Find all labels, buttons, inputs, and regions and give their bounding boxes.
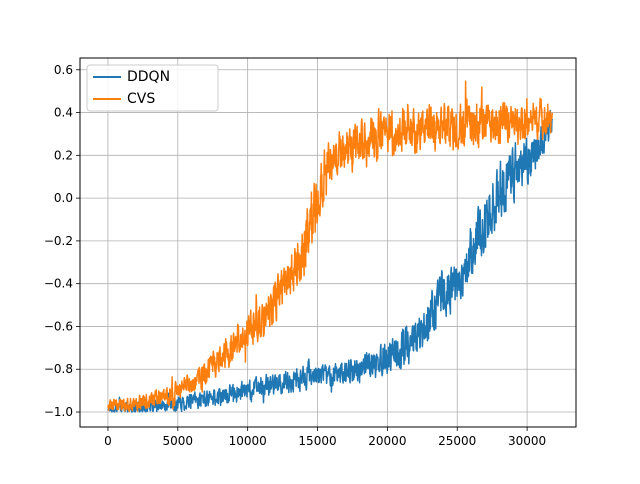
y-tick-label: −0.4 xyxy=(44,277,73,291)
legend-label-ddqn: DDQN xyxy=(127,69,170,85)
y-tick-label: 0.6 xyxy=(54,63,73,77)
y-tick-label: −0.8 xyxy=(44,362,73,376)
x-tick-label: 5000 xyxy=(163,434,194,448)
series-line-cvs xyxy=(107,80,553,413)
x-tick-label: 30000 xyxy=(508,434,546,448)
legend: DDQN CVS xyxy=(86,64,219,112)
y-tick-label: −0.6 xyxy=(44,319,73,333)
axis-ticks: 0 5000 10000 15000 20000 25000 30000 −1.0 −0.8 −0… xyxy=(44,63,546,448)
series-line-ddqn xyxy=(107,109,553,413)
y-tick-label: 0.4 xyxy=(54,106,73,120)
y-tick-label: 0.2 xyxy=(54,148,73,162)
y-tick-label: −0.2 xyxy=(44,234,73,248)
series-lines xyxy=(107,80,553,413)
legend-label-cvs: CVS xyxy=(127,91,155,107)
y-tick-label: 0.0 xyxy=(54,191,73,205)
x-tick-label: 10000 xyxy=(229,434,267,448)
y-tick-label: −1.0 xyxy=(44,405,73,419)
x-tick-label: 15000 xyxy=(298,434,336,448)
x-tick-label: 0 xyxy=(104,434,112,448)
x-tick-label: 20000 xyxy=(368,434,406,448)
x-tick-label: 25000 xyxy=(438,434,476,448)
plot-frame xyxy=(79,57,577,428)
